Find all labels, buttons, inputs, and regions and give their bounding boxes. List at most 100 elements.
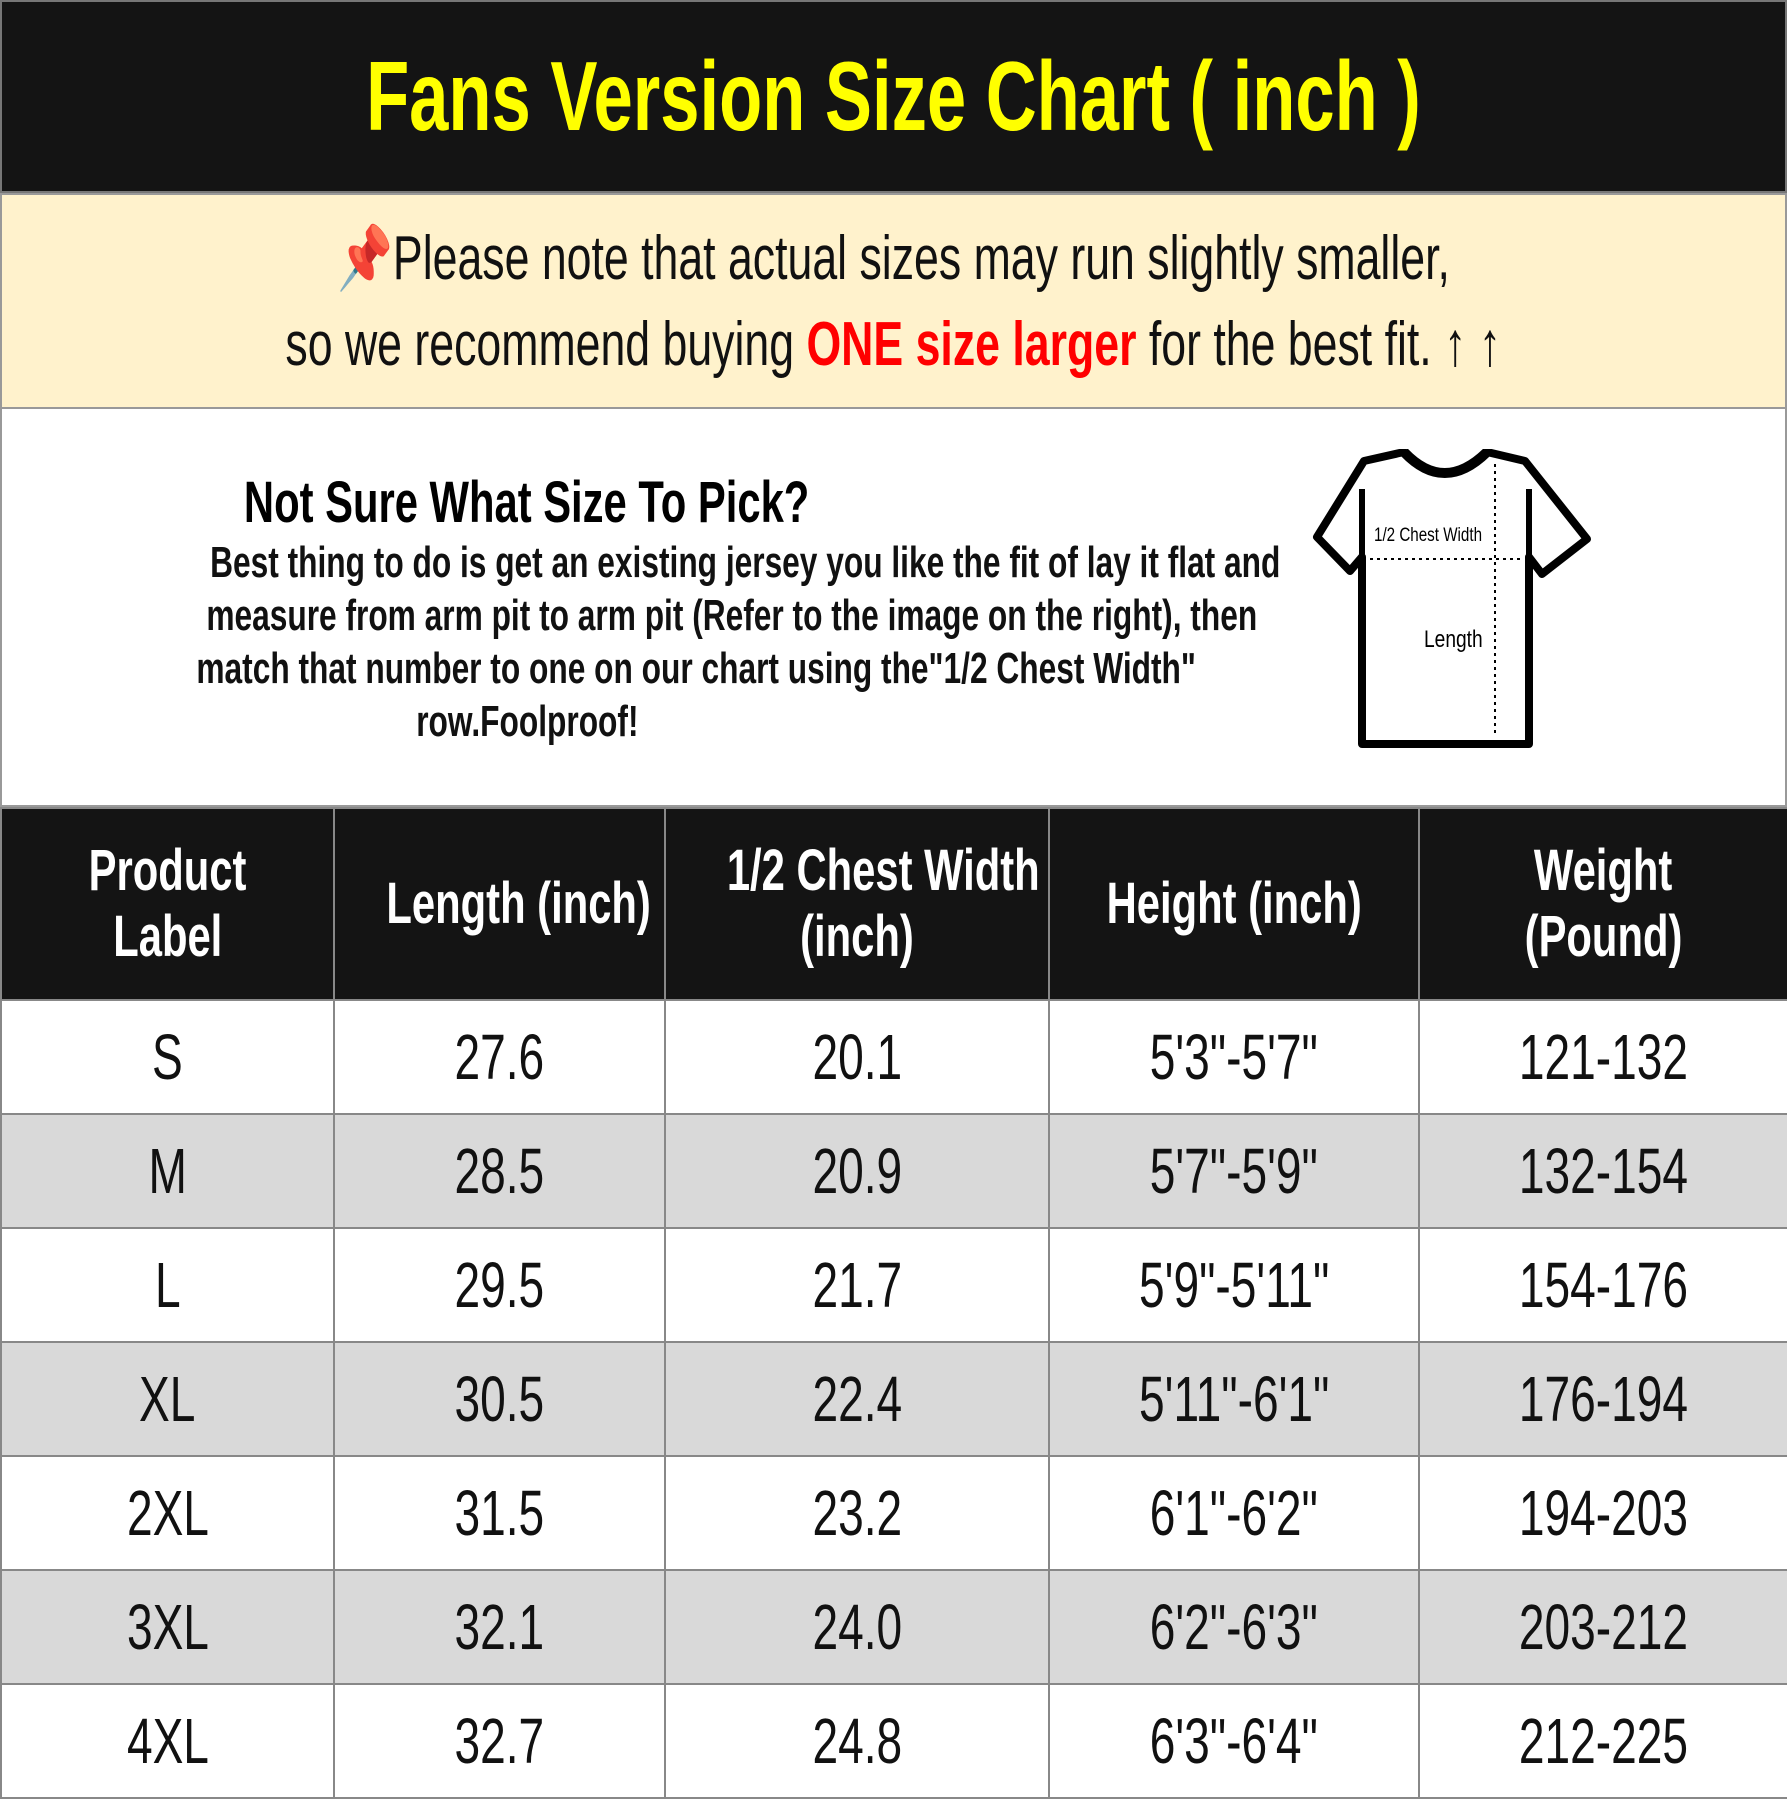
cell-height: 5'11"-6'1": [1048, 1341, 1420, 1457]
cell-text: 32.7: [454, 1705, 545, 1777]
table-row: 4XL 32.7 24.8 6'3"-6'4" 212-225: [0, 1683, 1787, 1799]
cell-weight: 176-194: [1418, 1341, 1787, 1457]
cell-text: 29.5: [454, 1249, 545, 1321]
cell-length: 28.5: [333, 1113, 666, 1229]
cell-length: 30.5: [333, 1341, 666, 1457]
cell-product-label: 2XL: [0, 1455, 335, 1571]
up-arrows-icon: ↑ ↑: [1444, 310, 1502, 379]
cell-text: 132-154: [1518, 1135, 1689, 1207]
cell-text: 27.6: [454, 1021, 545, 1093]
fit-guide-line: row.Foolproof!: [415, 697, 639, 746]
fit-guide-line: match that number to one on our chart us…: [196, 644, 1196, 693]
header-text: Weight: [1534, 838, 1673, 903]
pushpin-icon: 📌: [337, 224, 393, 293]
cell-height: 6'1"-6'2": [1048, 1455, 1420, 1571]
cell-text: 5'3"-5'7": [1149, 1021, 1319, 1093]
header-text: Length (inch): [386, 871, 651, 936]
cell-text: 20.1: [812, 1021, 902, 1093]
cell-chest-width: 24.0: [664, 1569, 1050, 1685]
fit-guide-line: measure from arm pit to arm pit (Refer t…: [206, 591, 1258, 640]
header-text: Product: [88, 838, 247, 903]
title-bar: Fans Version Size Chart ( inch ): [0, 0, 1787, 193]
cell-text: 5'11"-6'1": [1138, 1363, 1330, 1435]
cell-length: 27.6: [333, 999, 666, 1115]
note-line-1: Please note that actual sizes may run sl…: [392, 224, 1450, 293]
cell-product-label: XL: [0, 1341, 335, 1457]
cell-weight: 194-203: [1418, 1455, 1787, 1571]
cell-text: 212-225: [1518, 1705, 1689, 1777]
table-row: 2XL 31.5 23.2 6'1"-6'2" 194-203: [0, 1455, 1787, 1571]
tshirt-diagram-icon: 1/2 Chest Width Length: [1313, 449, 1591, 748]
cell-text: 24.8: [812, 1705, 902, 1777]
cell-text: 20.9: [812, 1135, 902, 1207]
header-product-label: Product Label: [0, 807, 335, 1001]
cell-height: 6'3"-6'4": [1048, 1683, 1420, 1799]
header-weight: Weight (Pound): [1418, 807, 1787, 1001]
cell-product-label: S: [0, 999, 335, 1115]
cell-text: 24.0: [812, 1591, 902, 1663]
cell-text: 154-176: [1518, 1249, 1689, 1321]
header-length: Length (inch): [333, 807, 666, 1001]
cell-text: M: [148, 1135, 187, 1207]
fit-guide-heading: Not Sure What Size To Pick?: [244, 470, 810, 535]
table-row: M 28.5 20.9 5'7"-5'9" 132-154: [0, 1113, 1787, 1229]
header-chest-width: 1/2 Chest Width (inch): [664, 807, 1050, 1001]
table-row: L 29.5 21.7 5'9"-5'11" 154-176: [0, 1227, 1787, 1343]
cell-length: 32.7: [333, 1683, 666, 1799]
header-text: (Pound): [1524, 904, 1683, 969]
cell-text: 4XL: [126, 1705, 209, 1777]
note-highlight: ONE size larger: [806, 310, 1137, 379]
cell-weight: 212-225: [1418, 1683, 1787, 1799]
cell-weight: 121-132: [1418, 999, 1787, 1115]
cell-length: 32.1: [333, 1569, 666, 1685]
cell-text: 2XL: [126, 1477, 209, 1549]
cell-chest-width: 22.4: [664, 1341, 1050, 1457]
cell-text: 6'3"-6'4": [1149, 1705, 1319, 1777]
cell-text: 176-194: [1518, 1363, 1689, 1435]
cell-text: 121-132: [1518, 1021, 1689, 1093]
table-row: 3XL 32.1 24.0 6'2"-6'3" 203-212: [0, 1569, 1787, 1685]
fit-guide-line: Best thing to do is get an existing jers…: [210, 538, 1281, 587]
cell-text: 3XL: [126, 1591, 209, 1663]
chest-width-label: 1/2 Chest Width: [1374, 523, 1482, 545]
cell-height: 5'7"-5'9": [1048, 1113, 1420, 1229]
size-note: 📌Please note that actual sizes may run s…: [0, 193, 1787, 409]
cell-text: 32.1: [454, 1591, 545, 1663]
page-title: Fans Version Size Chart ( inch ): [366, 41, 1421, 151]
cell-length: 31.5: [333, 1455, 666, 1571]
cell-text: S: [152, 1021, 183, 1093]
cell-chest-width: 20.9: [664, 1113, 1050, 1229]
header-height: Height (inch): [1048, 807, 1420, 1001]
cell-height: 5'3"-5'7": [1048, 999, 1420, 1115]
cell-product-label: 3XL: [0, 1569, 335, 1685]
cell-text: 28.5: [454, 1135, 545, 1207]
cell-text: L: [154, 1249, 181, 1321]
cell-text: 21.7: [812, 1249, 902, 1321]
cell-product-label: M: [0, 1113, 335, 1229]
length-label: Length: [1424, 625, 1483, 653]
cell-height: 5'9"-5'11": [1048, 1227, 1420, 1343]
cell-text: 203-212: [1518, 1591, 1689, 1663]
cell-text: XL: [139, 1363, 196, 1435]
cell-weight: 154-176: [1418, 1227, 1787, 1343]
cell-product-label: L: [0, 1227, 335, 1343]
cell-text: 23.2: [812, 1477, 902, 1549]
cell-length: 29.5: [333, 1227, 666, 1343]
cell-chest-width: 23.2: [664, 1455, 1050, 1571]
cell-height: 6'2"-6'3": [1048, 1569, 1420, 1685]
cell-weight: 203-212: [1418, 1569, 1787, 1685]
header-text: Height (inch): [1106, 871, 1362, 936]
cell-text: 5'7"-5'9": [1149, 1135, 1319, 1207]
cell-product-label: 4XL: [0, 1683, 335, 1799]
table-row: XL 30.5 22.4 5'11"-6'1" 176-194: [0, 1341, 1787, 1457]
cell-text: 31.5: [454, 1477, 545, 1549]
header-text: 1/2 Chest Width: [726, 838, 1040, 903]
cell-text: 6'1"-6'2": [1149, 1477, 1319, 1549]
cell-text: 22.4: [812, 1363, 902, 1435]
cell-text: 6'2"-6'3": [1149, 1591, 1319, 1663]
header-text: (inch): [800, 904, 914, 969]
fit-guide: Not Sure What Size To Pick? Best thing t…: [0, 409, 1787, 807]
cell-text: 5'9"-5'11": [1138, 1249, 1330, 1321]
cell-chest-width: 24.8: [664, 1683, 1050, 1799]
size-table: Product Label Length (inch) 1/2 Chest Width…: [0, 807, 1787, 1799]
